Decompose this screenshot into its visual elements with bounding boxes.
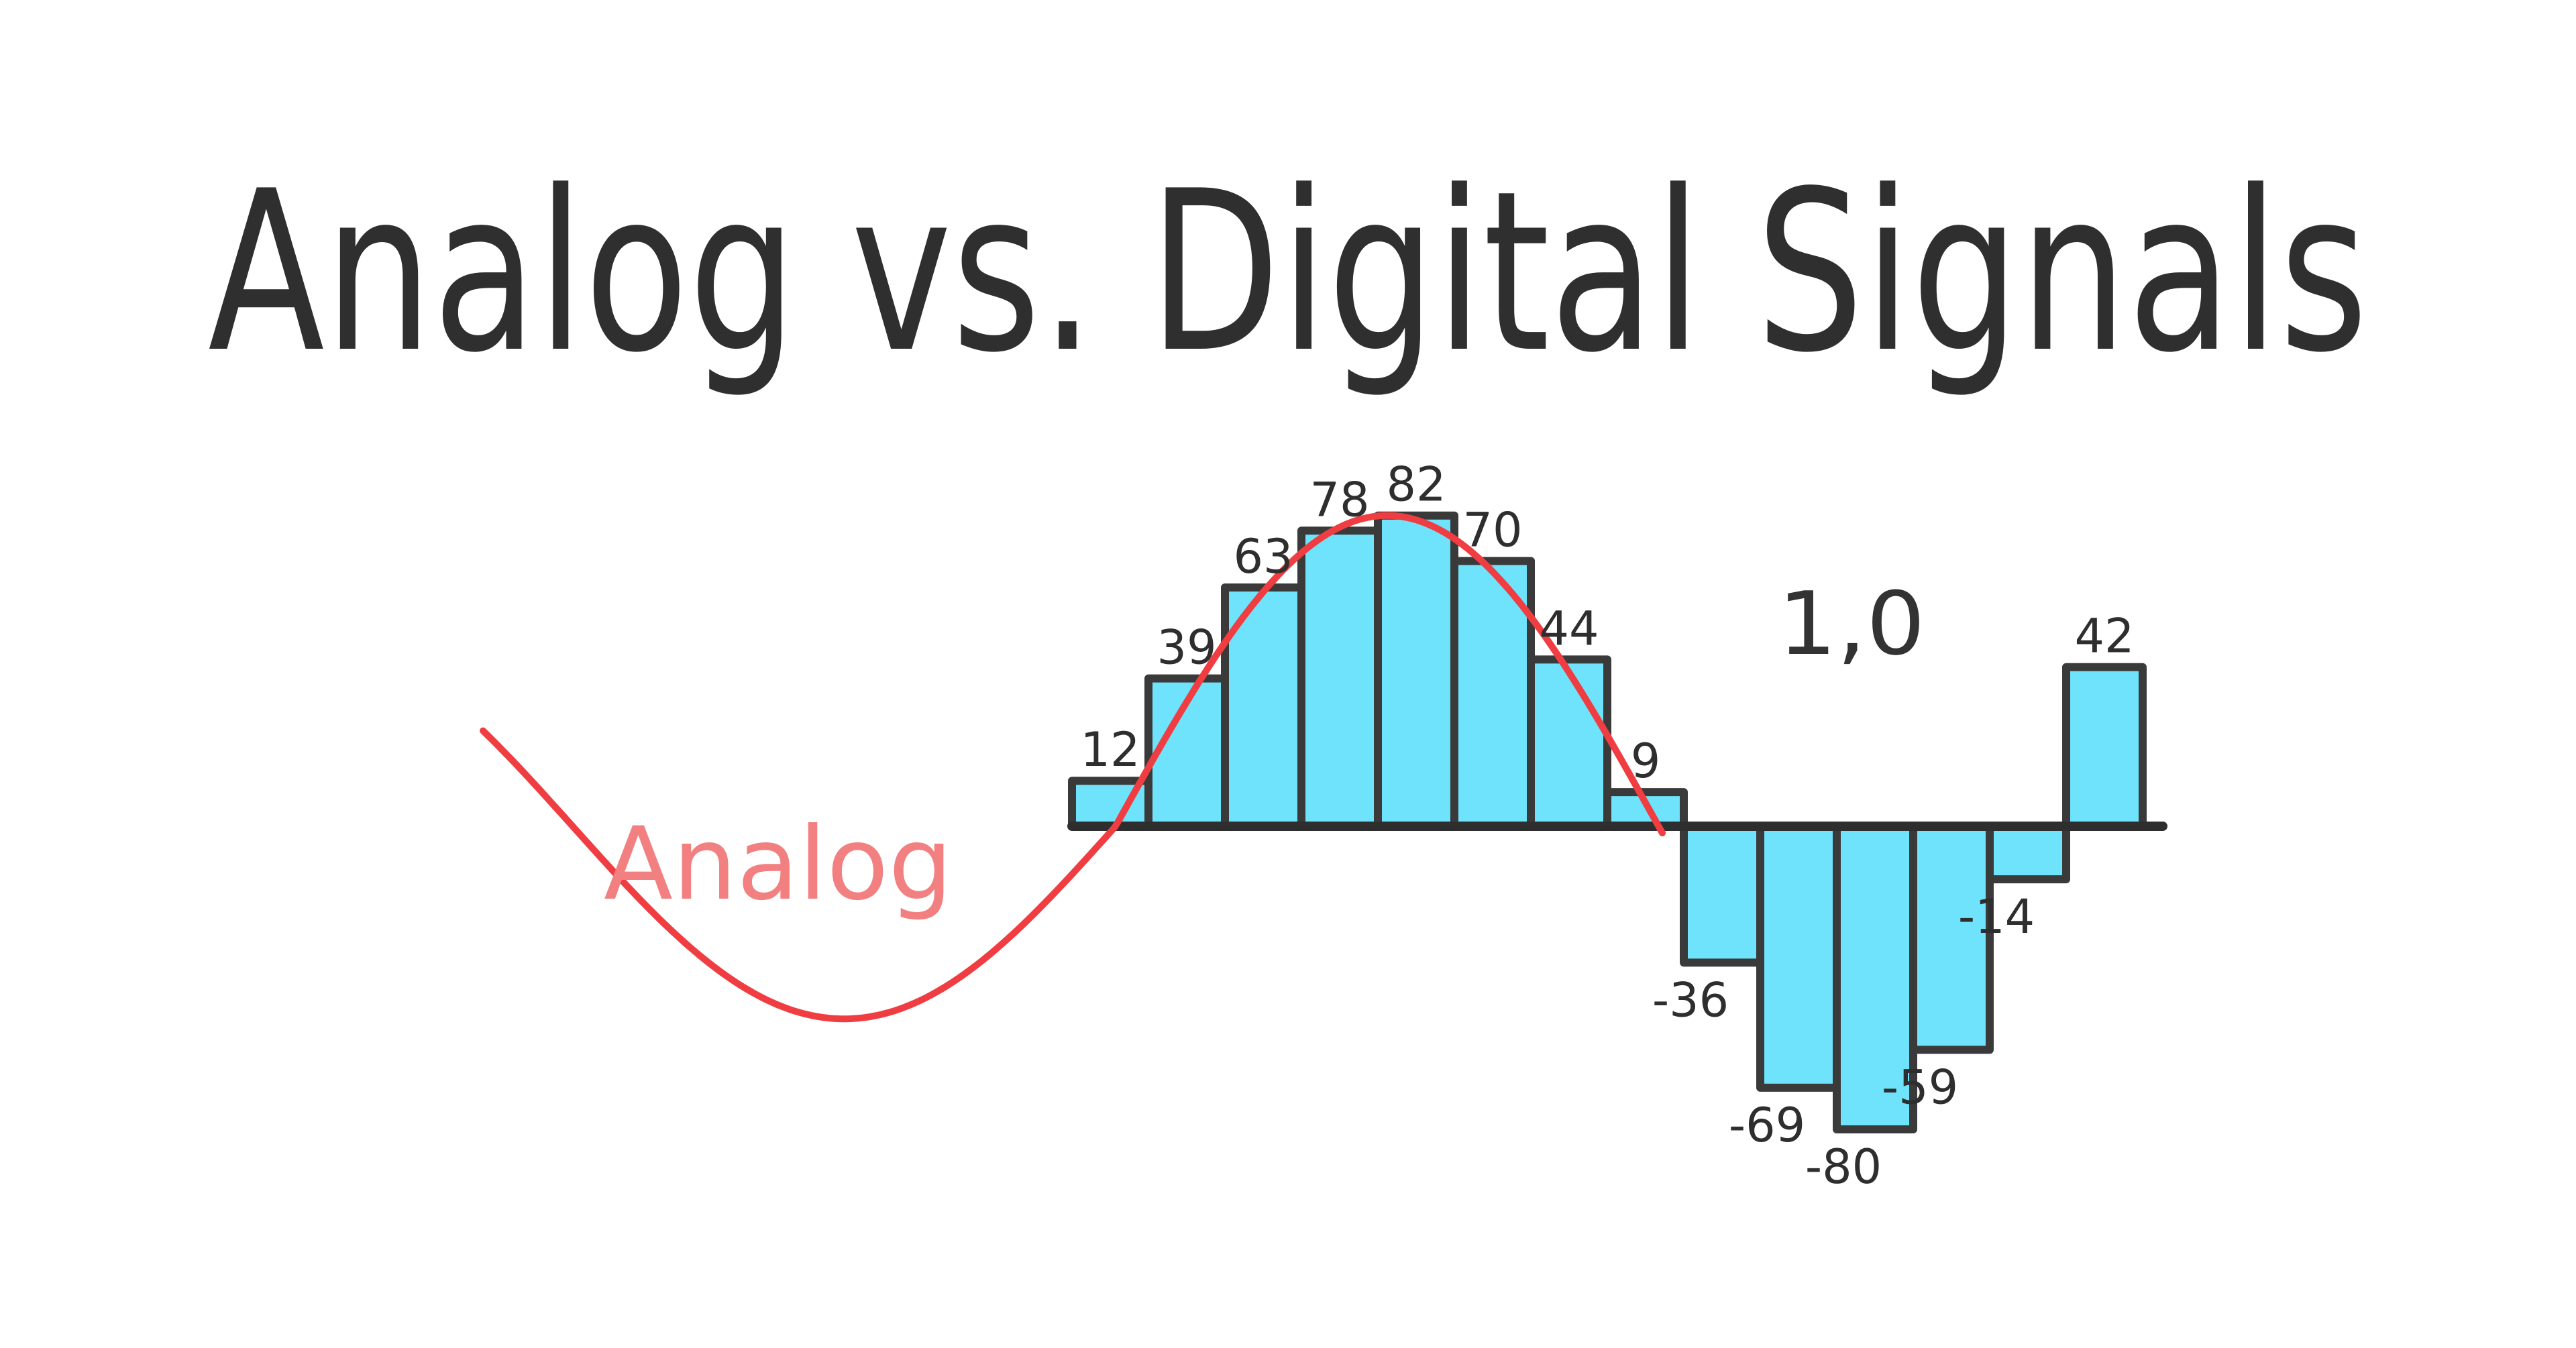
bar-3 <box>1297 526 1382 830</box>
value-label-4: 82 <box>1386 457 1446 512</box>
value-label-8: -36 <box>1652 972 1729 1027</box>
page-title: Analog vs. Digital Signals <box>208 144 2368 401</box>
bar-13 <box>2062 663 2147 831</box>
value-label-13: 42 <box>2074 609 2134 664</box>
analog-label: Analog <box>604 806 953 923</box>
bar-9 <box>1756 822 1841 1092</box>
value-label-6: 44 <box>1539 601 1599 656</box>
value-label-1: 39 <box>1157 620 1216 675</box>
bar-6 <box>1527 655 1611 831</box>
value-label-2: 63 <box>1233 529 1293 584</box>
value-label-7: 9 <box>1631 734 1661 789</box>
value-label-3: 78 <box>1309 472 1369 527</box>
value-label-10: -80 <box>1805 1139 1882 1194</box>
value-label-12: -14 <box>1958 889 2035 944</box>
value-label-9: -69 <box>1729 1098 1805 1153</box>
bar-12 <box>1986 822 2070 884</box>
value-label-11: -59 <box>1882 1060 1958 1115</box>
bar-8 <box>1680 822 1764 967</box>
analog-curve <box>480 512 1666 1023</box>
bar-4 <box>1374 511 1458 830</box>
value-label-5: 70 <box>1462 503 1522 558</box>
value-labels: 12 39 63 78 82 70 44 9 -36 -69-80-59 -14 42 <box>1080 457 2134 1194</box>
digital-label: 1,0 <box>1778 573 1925 675</box>
bar-11 <box>1909 822 1994 1054</box>
value-label-0: 12 <box>1080 722 1140 777</box>
